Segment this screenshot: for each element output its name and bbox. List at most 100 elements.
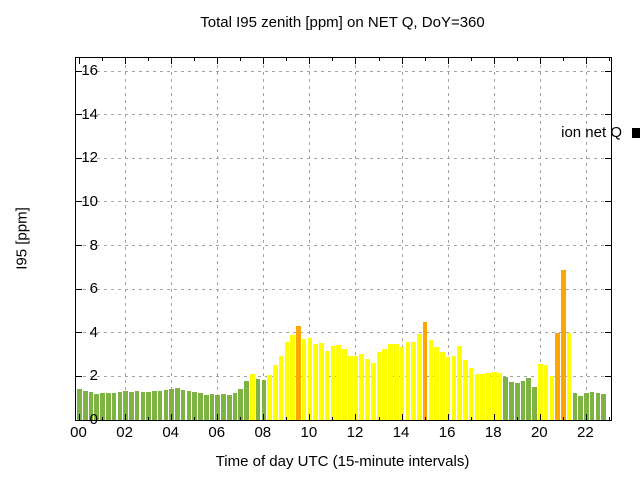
x-tick-mark — [608, 58, 610, 61]
bar — [146, 391, 151, 420]
bar — [163, 390, 169, 420]
x-tick-mark — [493, 414, 495, 420]
bar — [157, 391, 163, 420]
bar — [514, 383, 520, 420]
bar — [543, 365, 549, 420]
bar — [578, 396, 583, 420]
x-tick-mark — [585, 414, 587, 420]
x-tick-mark — [286, 417, 288, 420]
y-tick-mark — [76, 288, 82, 290]
y-tick-mark — [605, 201, 611, 203]
x-tick-mark — [447, 58, 449, 64]
y-tick-label: 16 — [81, 62, 98, 80]
v-gridline — [447, 58, 449, 420]
y-axis-label: I95 [ppm] — [13, 207, 31, 270]
v-gridline — [171, 58, 173, 420]
v-gridline — [585, 58, 587, 420]
bar — [94, 393, 100, 420]
bar — [394, 343, 399, 420]
v-gridline — [217, 58, 219, 420]
bar — [100, 392, 105, 420]
bar — [428, 340, 434, 420]
v-gridline — [355, 58, 357, 420]
bar — [336, 344, 341, 420]
x-tick-mark — [79, 58, 80, 64]
x-tick-label: 16 — [438, 424, 456, 441]
x-tick-mark — [309, 414, 311, 420]
x-tick-mark — [585, 58, 587, 64]
bar — [376, 352, 382, 420]
x-tick-mark — [171, 58, 173, 64]
bar — [399, 346, 405, 420]
bar — [232, 392, 238, 420]
bar — [445, 356, 451, 420]
bar — [347, 356, 353, 420]
v-gridline — [539, 58, 541, 420]
bar — [388, 344, 393, 420]
h-gridline — [76, 332, 611, 334]
y-tick-mark — [605, 157, 611, 159]
bar — [221, 394, 226, 420]
x-tick-mark — [516, 58, 518, 61]
x-tick-mark — [332, 417, 334, 420]
v-gridline — [263, 58, 265, 420]
x-tick-mark — [401, 414, 403, 420]
bar — [123, 390, 128, 420]
y-tick-label: 0 — [89, 411, 98, 428]
x-tick-mark — [102, 58, 104, 61]
bar — [152, 391, 157, 420]
x-tick-mark — [516, 417, 518, 420]
bar — [584, 392, 589, 420]
bar — [244, 380, 249, 420]
bar — [77, 389, 82, 420]
bar — [503, 377, 509, 420]
y-tick-mark — [605, 245, 611, 247]
bar — [319, 343, 324, 420]
bar — [463, 360, 468, 420]
x-tick-mark — [217, 414, 219, 420]
y-tick-mark — [605, 114, 611, 116]
x-tick-mark — [562, 58, 564, 61]
bar — [273, 365, 278, 420]
x-tick-mark — [355, 58, 357, 64]
x-tick-mark — [171, 414, 173, 420]
bar — [491, 371, 497, 420]
bar — [169, 389, 174, 420]
x-tick-mark — [447, 414, 449, 420]
bar — [538, 364, 543, 420]
bar — [417, 334, 422, 420]
h-gridline — [76, 288, 611, 290]
x-tick-label: 18 — [484, 424, 502, 441]
v-gridline — [493, 58, 495, 420]
y-tick-mark — [605, 375, 611, 377]
x-tick-mark — [263, 58, 265, 64]
x-tick-mark — [470, 58, 472, 61]
bar — [175, 387, 180, 420]
y-tick-mark — [76, 114, 82, 116]
y-tick-mark — [605, 288, 611, 290]
bar — [422, 321, 428, 420]
bar — [106, 392, 111, 420]
bar — [457, 345, 462, 420]
x-tick-label: 20 — [530, 424, 548, 441]
v-gridline — [401, 58, 403, 420]
x-tick-label: 02 — [116, 424, 133, 441]
x-tick-label: 22 — [577, 424, 594, 441]
plot-area: ion net Q — [75, 57, 640, 421]
x-tick-mark — [378, 58, 380, 61]
legend-entry-label: ion net Q — [561, 124, 622, 141]
x-tick-mark — [355, 414, 357, 420]
x-tick-mark — [125, 414, 127, 420]
v-gridline — [309, 58, 311, 420]
bar — [549, 375, 555, 420]
bar — [497, 373, 503, 420]
bar — [250, 374, 255, 420]
bar — [532, 387, 537, 420]
bar — [278, 355, 284, 420]
x-tick-mark — [332, 58, 334, 61]
x-tick-label: 04 — [162, 424, 179, 441]
bar — [365, 358, 370, 420]
x-tick-mark — [286, 58, 288, 61]
h-gridline — [76, 245, 611, 247]
